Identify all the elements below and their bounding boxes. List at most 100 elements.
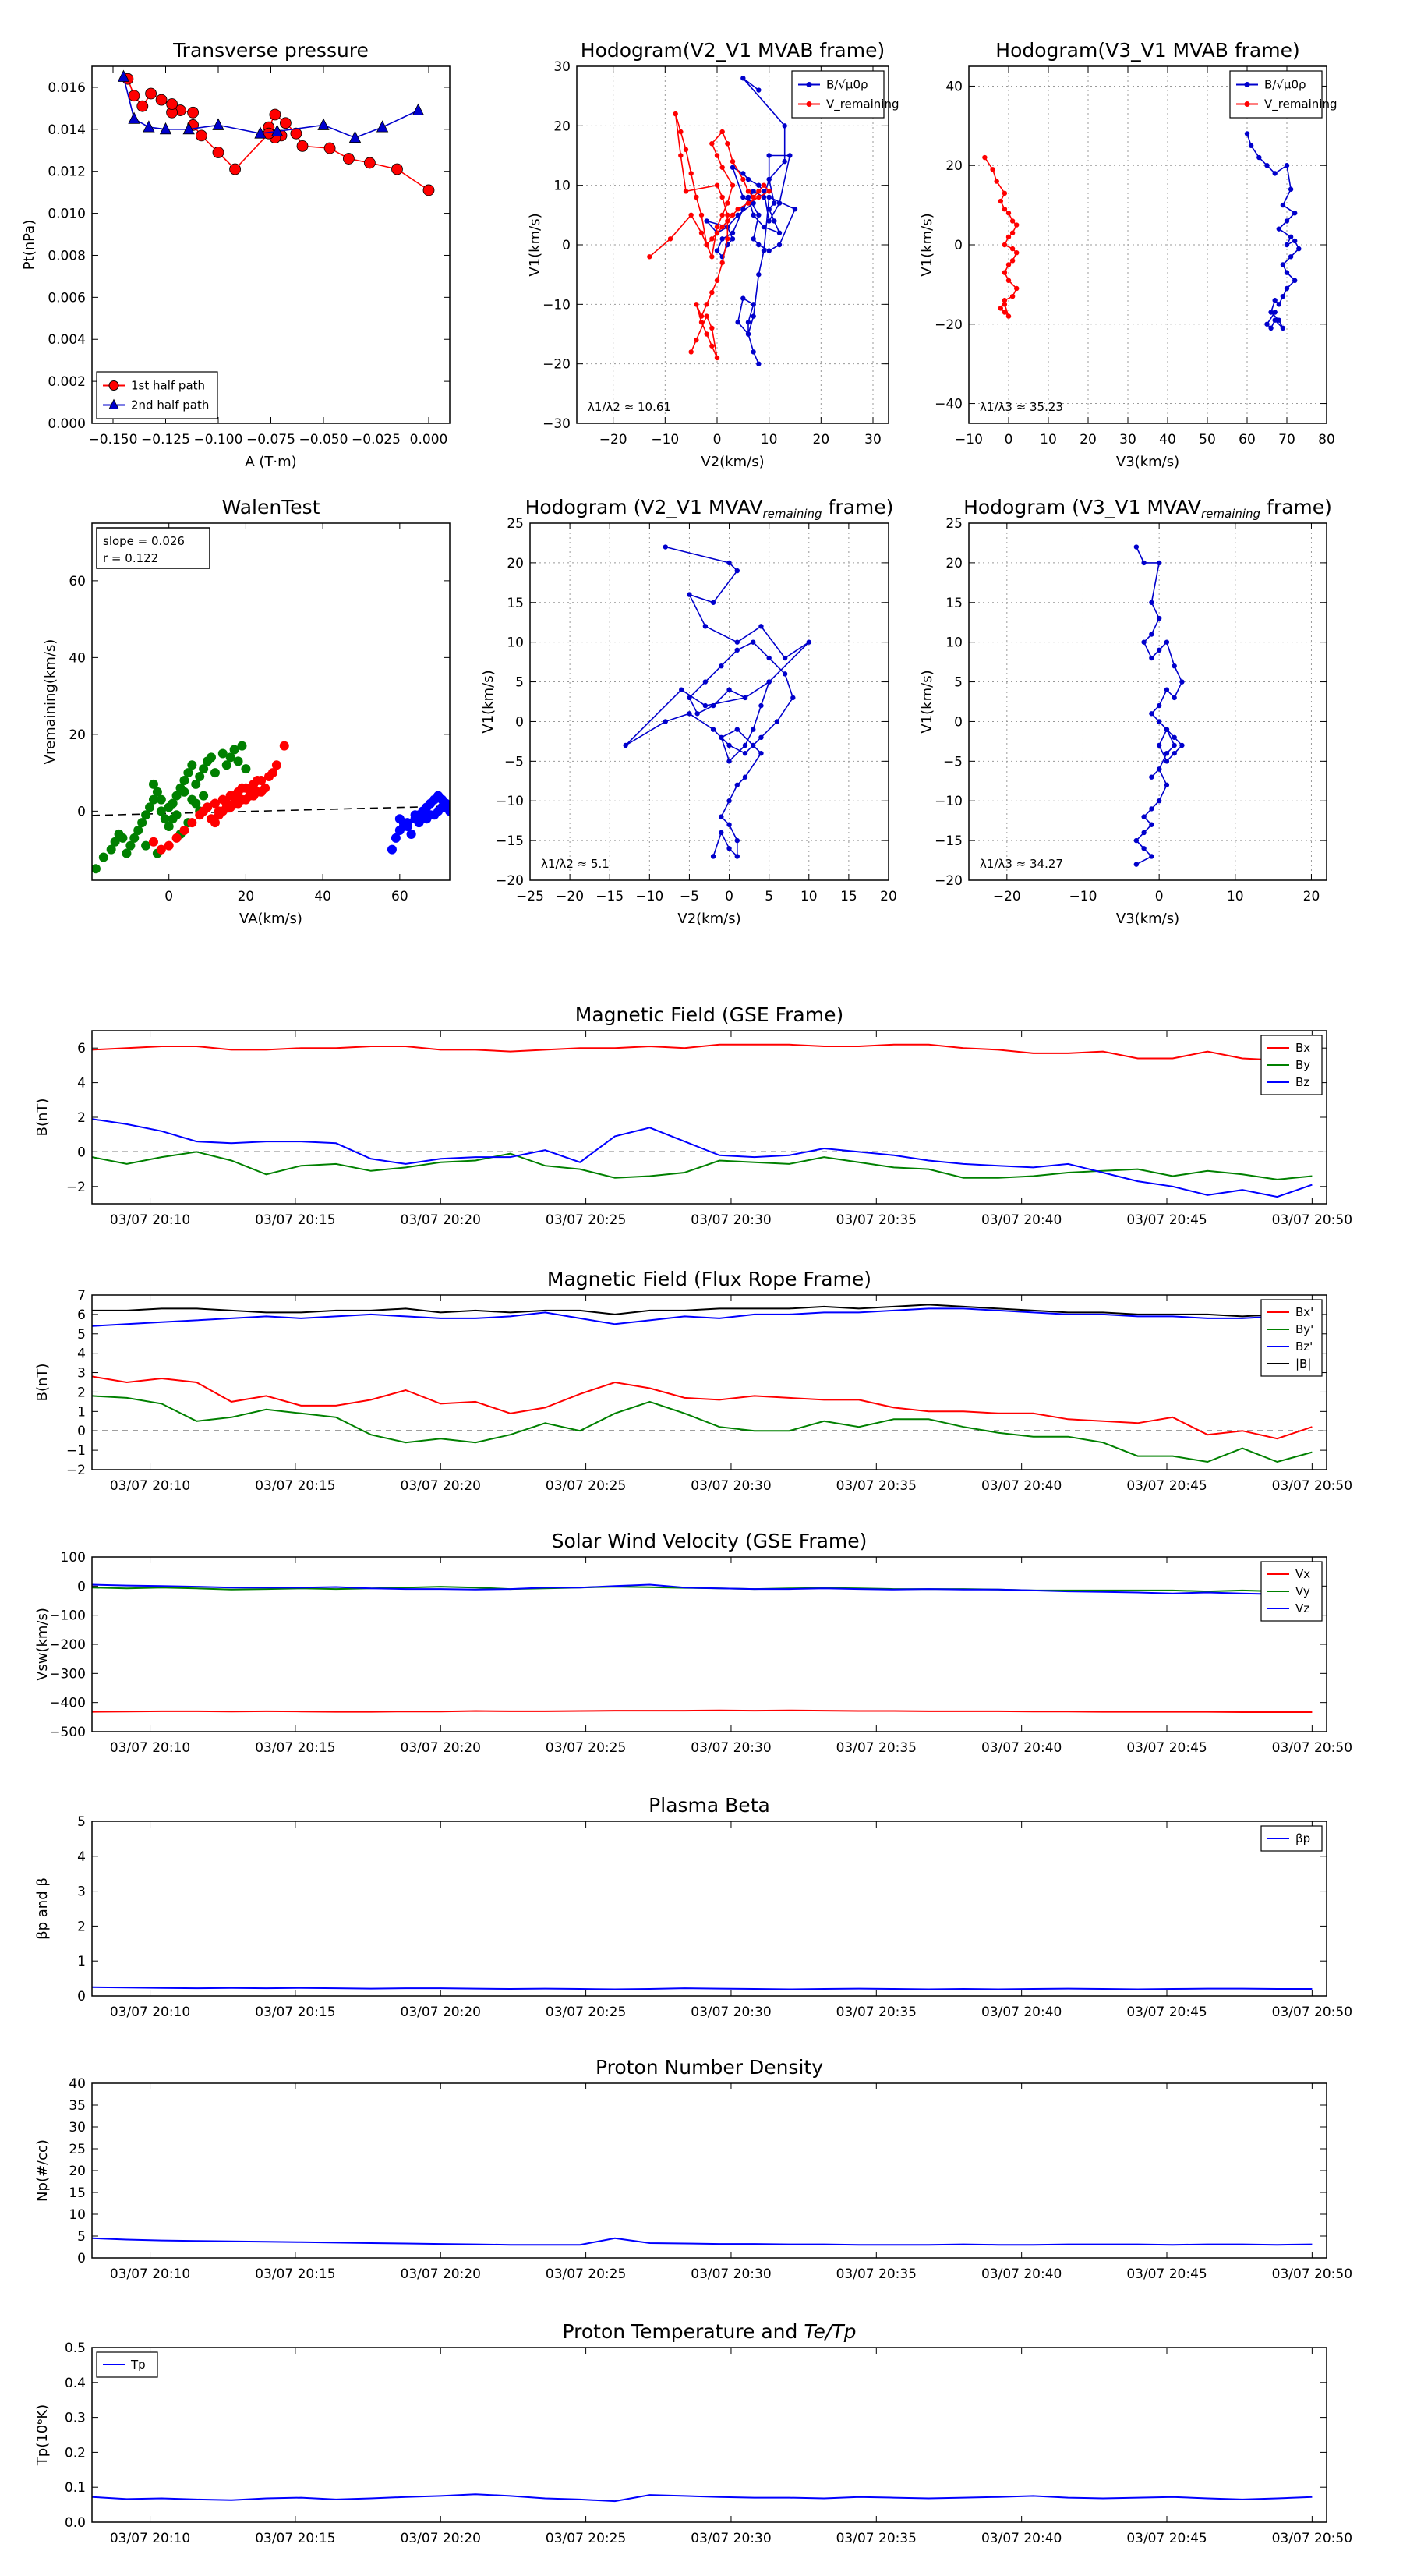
x-tick-label: 03/07 20:40: [981, 1212, 1062, 1228]
axes-frame: [91, 1556, 1327, 1732]
y-tick-label: −500: [49, 1725, 86, 1740]
x-axis-label: V2(km/s): [701, 454, 764, 470]
data-point: [1172, 734, 1177, 740]
chart-title: Magnetic Field (GSE Frame): [575, 1003, 843, 1026]
series-line-0: [92, 2237, 1313, 2246]
y-tick-label: 60: [69, 574, 86, 589]
x-tick-label: 0: [1005, 432, 1013, 448]
axes-frame: [91, 65, 451, 424]
data-point: [437, 802, 447, 812]
x-tick-label: 20: [1303, 889, 1320, 904]
data-point: [1288, 186, 1294, 192]
x-tick-label: 15: [840, 889, 857, 904]
axes-frame: [576, 65, 889, 424]
data-point: [761, 248, 767, 253]
data-point: [734, 782, 740, 788]
data-point: [694, 711, 700, 717]
legend-label: B/√μ0ρ: [826, 78, 868, 92]
data-point: [982, 154, 988, 161]
data-point: [709, 141, 715, 147]
data-point: [726, 822, 732, 827]
data-point: [730, 236, 736, 242]
data-point: [229, 163, 242, 175]
data-point: [98, 852, 108, 862]
data-point: [1164, 687, 1170, 692]
data-point: [726, 560, 732, 566]
y-axis-label: B(nT): [34, 1099, 51, 1137]
y-tick-label: 0: [954, 714, 963, 730]
y-tick-label: 25: [945, 516, 963, 532]
data-point: [673, 111, 678, 117]
y-tick-label: 40: [945, 79, 963, 94]
data-point: [751, 349, 756, 355]
x-tick-label: 03/07 20:25: [546, 2531, 626, 2546]
axes-frame: [968, 65, 1327, 424]
data-point: [225, 752, 235, 763]
data-point: [667, 236, 673, 242]
data-point: [709, 236, 715, 242]
chart-title: Plasma Beta: [648, 1794, 770, 1817]
x-tick-label: 03/07 20:30: [691, 1478, 771, 1494]
x-tick-label: 03/07 20:20: [401, 1478, 481, 1494]
data-point: [714, 182, 720, 188]
axes-frame: [91, 1030, 1327, 1205]
data-point: [756, 271, 762, 278]
data-point: [647, 254, 652, 260]
data-point: [687, 695, 692, 701]
x-tick-label: 0.000: [410, 432, 448, 448]
data-point: [125, 840, 136, 851]
data-point: [241, 794, 251, 805]
data-point: [1149, 600, 1154, 605]
x-tick-label: 03/07 20:30: [691, 2266, 771, 2282]
y-tick-label: 20: [69, 727, 86, 743]
legend-label: Vy: [1295, 1584, 1310, 1598]
x-tick-label: 03/07 20:40: [981, 2005, 1062, 2020]
axes-frame: [91, 1294, 1327, 1470]
chart-title: WalenTest: [222, 496, 320, 518]
legend-label: V_remaining: [826, 97, 899, 112]
data-point: [719, 734, 724, 740]
x-tick-label: 03/07 20:15: [255, 2005, 335, 2020]
data-point: [698, 212, 705, 218]
y-tick-label: 25: [507, 516, 524, 532]
x-tick-label: 10: [1040, 432, 1057, 448]
data-point: [1164, 727, 1170, 732]
data-point: [663, 544, 668, 550]
title-main: WalenTest: [222, 496, 320, 518]
data-point: [751, 727, 756, 732]
data-point: [735, 320, 740, 325]
data-point: [1156, 647, 1162, 653]
data-point: [406, 829, 416, 839]
chart-p5: Hodogram (V2_V1 MVAVremaining frame)−25−…: [480, 496, 897, 927]
legend-label: 2nd half path: [131, 398, 209, 412]
data-point: [183, 768, 193, 778]
series-line-0: [92, 2493, 1313, 2503]
series-line-3: [92, 1304, 1313, 1318]
data-point: [694, 302, 699, 307]
data-point: [734, 639, 740, 645]
plot-area: [623, 544, 811, 859]
x-tick-label: 03/07 20:40: [981, 2266, 1062, 2282]
x-tick-label: 03/07 20:30: [691, 1212, 771, 1228]
data-point: [719, 830, 724, 836]
data-point: [734, 727, 740, 732]
data-point: [734, 837, 740, 844]
x-tick-label: 03/07 20:45: [1126, 2005, 1207, 2020]
chart-t6: Proton Temperature and Te/Tp 03/07 20:10 0…: [34, 2320, 1352, 2546]
data-point: [156, 844, 166, 855]
legend-marker: [108, 398, 119, 409]
x-tick-label: 0: [713, 432, 722, 448]
x-tick-label: −10: [651, 432, 679, 448]
data-point: [734, 854, 740, 859]
x-tick-label: 03/07 20:50: [1272, 1212, 1352, 1228]
y-tick-label: 15: [507, 596, 524, 611]
data-point: [156, 794, 166, 805]
series-line-0: [92, 1986, 1313, 1990]
x-axis-label: A (T·m): [245, 454, 296, 470]
data-point: [164, 840, 174, 851]
axes-frame: [91, 2347, 1327, 2523]
data-point: [253, 775, 263, 785]
data-point: [766, 655, 772, 661]
data-point: [756, 242, 762, 248]
